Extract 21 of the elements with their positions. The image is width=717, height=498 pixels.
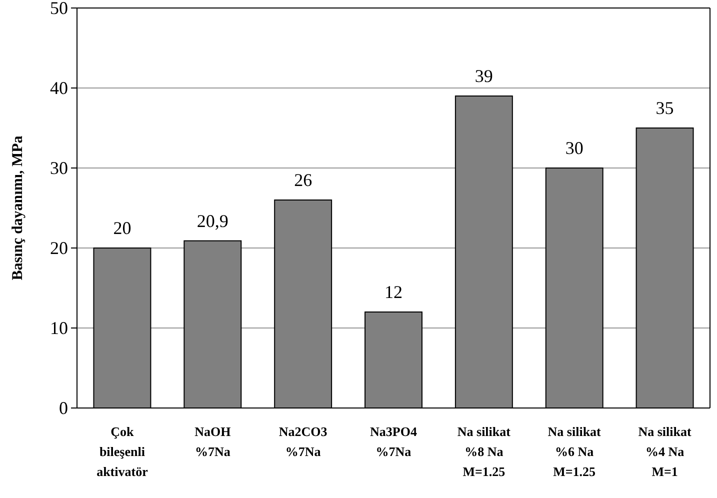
data-label: 35 [656,98,674,118]
y-tick-label: 20 [50,238,68,258]
x-tick-label: Na3PO4 %7Na [370,424,418,459]
y-tick-label: 0 [59,398,68,418]
x-tick-label: Çok bileşenli aktivatör [96,424,148,479]
data-label: 20,9 [196,210,228,231]
y-axis-title: Basınç dayanımı, MPa [10,135,26,280]
data-label: 26 [294,170,312,190]
y-tick-label: 40 [50,78,68,98]
data-label: 30 [565,138,584,158]
x-tick-label: Na silikat %4 Na M=1 [638,424,692,479]
x-tick-label: NaOH %7Na [194,424,231,459]
x-tick-label: Na2CO3 %7Na [278,424,328,459]
data-label: 39 [474,66,493,86]
y-tick-label: 30 [50,158,68,178]
y-tick-label: 10 [50,318,68,338]
data-label: 12 [384,282,402,302]
data-label: 20 [113,218,132,238]
x-tick-label: Na silikat %8 Na M=1.25 [457,424,512,479]
x-tick-label: Na silikat %6 Na M=1.25 [548,424,602,479]
y-tick-label: 50 [50,0,68,18]
